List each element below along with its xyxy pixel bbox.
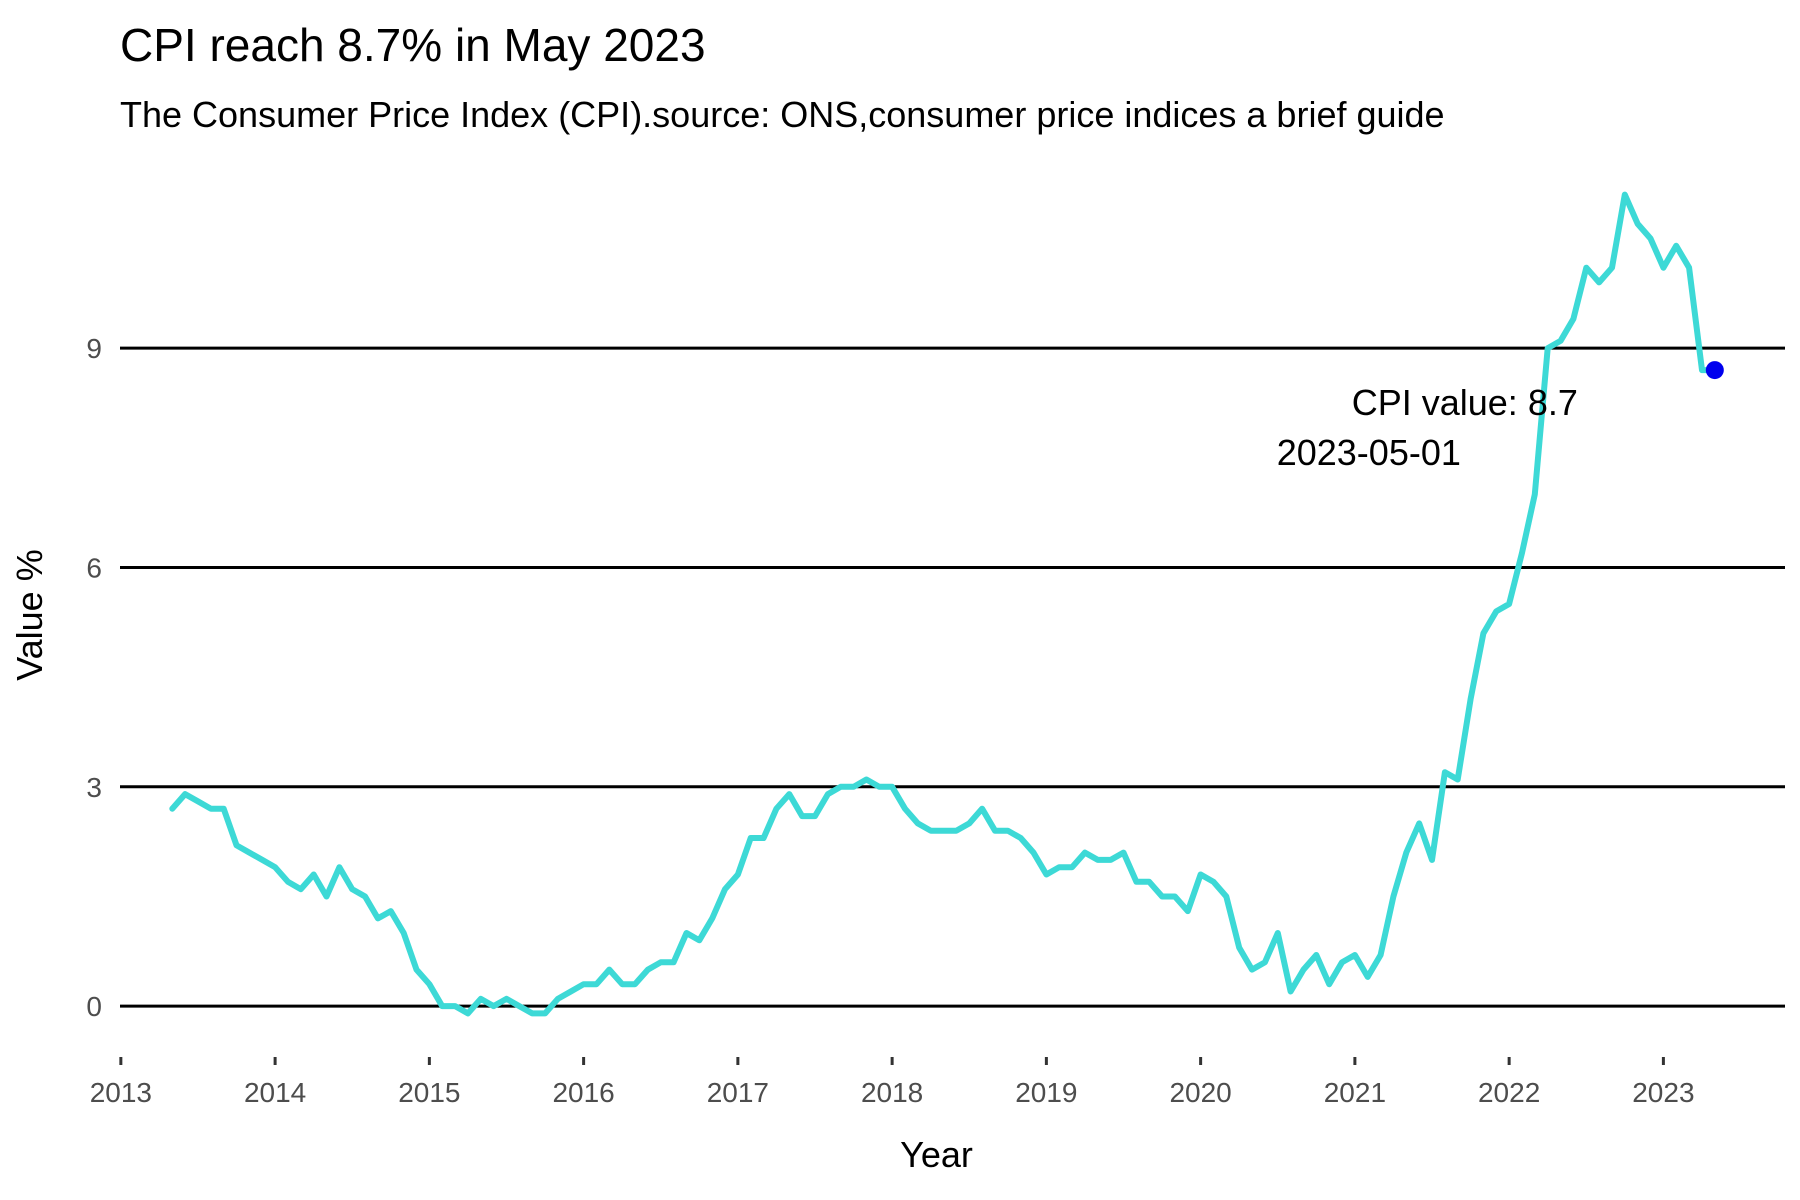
annotation-value-label: CPI value: 8.7 [1352, 382, 1578, 423]
x-tick-label: 2017 [707, 1077, 769, 1108]
y-tick-label: 6 [86, 552, 102, 583]
x-tick-label: 2023 [1632, 1077, 1694, 1108]
latest-value-point [1705, 361, 1724, 380]
gridlines [120, 346, 1785, 1008]
x-tick-label: 2016 [552, 1077, 614, 1108]
chart-title: CPI reach 8.7% in May 2023 [120, 19, 706, 71]
x-axis-ticks: 2013 2014 2015 2016 2017 2018 2019 2020 2021 2022… [90, 1057, 1695, 1108]
x-tick-label: 2015 [398, 1077, 460, 1108]
x-tick-label: 2019 [1015, 1077, 1077, 1108]
x-axis-title: Year [900, 1134, 973, 1175]
y-tick-label: 0 [86, 991, 102, 1022]
chart-subtitle: The Consumer Price Index (CPI).source: O… [120, 94, 1445, 135]
x-tick-label: 2014 [244, 1077, 306, 1108]
y-tick-label: 9 [86, 333, 102, 364]
x-tick-label: 2022 [1478, 1077, 1540, 1108]
y-tick-label: 3 [86, 772, 102, 803]
x-tick-label: 2020 [1169, 1077, 1231, 1108]
annotation-date-label: 2023-05-01 [1277, 432, 1461, 473]
y-axis-title: Value % [9, 549, 50, 680]
x-tick-label: 2013 [90, 1077, 152, 1108]
x-tick-label: 2018 [861, 1077, 923, 1108]
x-tick-label: 2021 [1324, 1077, 1386, 1108]
y-axis-tick-labels: 0 3 6 9 [86, 333, 102, 1022]
cpi-series-line [169, 191, 1718, 1017]
